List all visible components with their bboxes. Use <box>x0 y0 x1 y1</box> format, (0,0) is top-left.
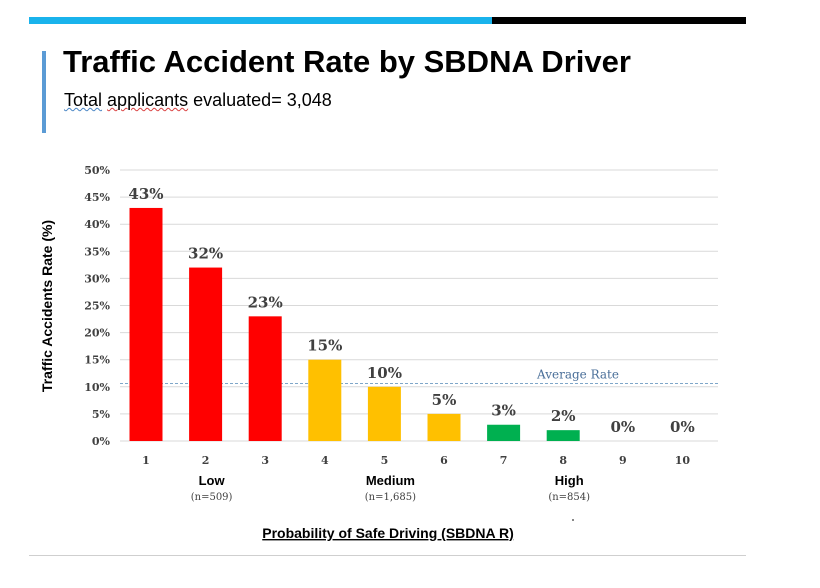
stray-dot <box>572 519 574 521</box>
data-label: 43% <box>128 185 163 203</box>
subtitle-word-1: Total <box>64 90 103 110</box>
data-label: 3% <box>491 402 516 420</box>
data-label: 32% <box>188 245 223 263</box>
slide-subtitle: Total applicants evaluated= 3,048 <box>64 90 332 111</box>
x-tick-label: 7 <box>500 454 508 467</box>
y-tick-label: 35% <box>84 245 110 258</box>
x-axis-title: Probability of Safe Driving (SBDNA R) <box>262 525 514 541</box>
y-tick-label: 50% <box>84 164 110 177</box>
data-label: 0% <box>670 418 695 436</box>
x-tick-label: 6 <box>440 454 448 467</box>
y-tick-label: 20% <box>84 327 110 340</box>
bottom-rule <box>29 555 746 556</box>
subtitle-rest: evaluated= 3,048 <box>193 90 332 110</box>
y-tick-label: 10% <box>84 381 110 394</box>
data-label: 15% <box>307 337 342 355</box>
bar <box>189 267 223 441</box>
x-tick-label: 9 <box>619 454 627 467</box>
y-tick-label: 5% <box>92 408 111 421</box>
bar <box>487 424 521 441</box>
data-label: 10% <box>367 364 402 382</box>
data-label: 5% <box>432 391 457 409</box>
title-accent-bar <box>42 51 46 133</box>
bar <box>129 207 163 441</box>
x-tick-label: 3 <box>261 454 269 467</box>
x-tick-label: 1 <box>142 454 150 467</box>
top-bar-blue <box>29 17 492 24</box>
y-tick-label: 15% <box>84 354 110 367</box>
bar <box>248 316 282 441</box>
bar <box>546 430 580 441</box>
data-label: 2% <box>551 407 576 425</box>
y-tick-label: 30% <box>84 272 110 285</box>
x-tick-label: 4 <box>321 454 329 467</box>
subtitle-word-2: applicants <box>107 90 189 110</box>
y-axis-title: Traffic Accidents Rate (%) <box>39 220 55 392</box>
group-label: Medium <box>366 473 415 488</box>
x-tick-label: 2 <box>202 454 210 467</box>
y-tick-label: 40% <box>84 218 110 231</box>
x-tick-label: 8 <box>559 454 567 467</box>
x-tick-label: 10 <box>675 454 691 467</box>
group-count: (n=1,685) <box>365 492 416 503</box>
bar <box>308 359 342 441</box>
data-label: 23% <box>248 293 283 311</box>
group-count: (n=509) <box>191 492 233 503</box>
group-label: High <box>555 473 584 488</box>
group-count: (n=854) <box>548 492 590 503</box>
y-tick-label: 25% <box>84 300 110 313</box>
y-tick-label: 0% <box>92 435 111 448</box>
bar <box>427 413 461 441</box>
average-rate-label: Average Rate <box>536 368 619 382</box>
top-bar-black <box>492 17 746 24</box>
x-tick-label: 5 <box>381 454 389 467</box>
bar <box>367 386 401 441</box>
y-tick-label: 45% <box>84 191 110 204</box>
group-label: Low <box>199 473 226 488</box>
data-label: 0% <box>610 418 635 436</box>
slide-title: Traffic Accident Rate by SBDNA Driver <box>63 44 631 79</box>
